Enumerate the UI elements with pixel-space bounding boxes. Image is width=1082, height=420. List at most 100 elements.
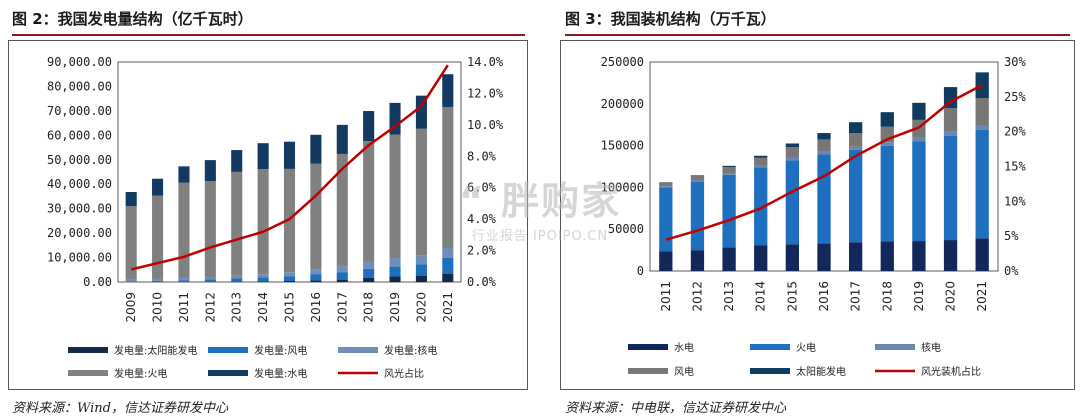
x-axis-tick-label: 2013 [722,281,736,312]
legend-label: 风光占比 [384,367,424,380]
y2-axis-tick-label: 12.0% [467,86,504,100]
ratio-line [130,64,449,271]
x-axis-tick-label: 2017 [335,292,349,323]
bar-segment-水电 [912,241,926,271]
bar-segment-火电 [754,167,768,246]
bar-segment-火电 [785,160,800,245]
bar-segment-风电 [817,139,831,152]
bar-segment-水电 [659,251,673,271]
bar-segment-水电 [690,250,705,271]
bar-segment-太阳能发电 [848,122,863,134]
bar-segment-发电量:水电 [389,102,401,135]
bar-segment-风电 [722,167,736,174]
bar-segment-水电 [848,242,863,271]
bar-segment-水电 [817,243,831,271]
y-axis-tick-label: 250000 [601,55,644,69]
bar-segment-水电 [880,241,894,271]
bar-segment-发电量:核电 [310,269,322,275]
y2-axis-tick-label: 20% [1004,125,1026,139]
bar-segment-发电量:太阳能发电 [257,281,269,282]
bar-segment-发电量:火电 [257,169,269,275]
bar-segment-发电量:火电 [125,205,137,280]
bar-segment-发电量:风电 [204,279,216,282]
y2-axis-tick-label: 0% [1004,264,1019,278]
bar-segment-火电 [880,145,894,242]
bar-segment-发电量:核电 [125,279,137,282]
bar-segment-风电 [785,147,800,158]
bar-segment-发电量:风电 [442,257,454,275]
bar-segment-发电量:火电 [389,134,401,259]
bar-segment-发电量:核电 [152,278,164,281]
y-axis-tick-label: 30,000.00 [47,202,112,216]
bar-segment-核电 [722,173,736,175]
legend-label: 太阳能发电 [796,365,846,378]
x-axis-tick-label: 2012 [690,281,704,312]
y-axis-tick-label: 100000 [601,180,644,194]
bar-segment-发电量:水电 [178,166,190,183]
bar-segment-核电 [690,180,705,182]
y2-axis-tick-label: 10% [1004,194,1026,208]
bar-segment-发电量:水电 [310,134,322,164]
legend-label: 发电量:火电 [114,367,167,380]
bar-segment-发电量:火电 [363,141,375,262]
y2-axis-tick-label: 15% [1004,160,1026,174]
bar-segment-太阳能发电 [785,143,800,148]
bar-segment-发电量:太阳能发电 [310,280,322,282]
bar-segment-发电量:火电 [152,195,164,279]
bar-segment-风电 [943,108,958,132]
bar-segment-发电量:风电 [415,264,427,276]
bar-segment-发电量:风电 [363,268,375,278]
bar-segment-发电量:风电 [231,278,243,282]
bar-segment-风电 [690,175,705,181]
bar-segment-发电量:风电 [310,274,322,281]
bar-segment-火电 [817,154,831,244]
bar-segment-发电量:核电 [178,278,190,281]
y-axis-tick-label: 0.00 [83,275,112,289]
y2-axis-tick-label: 8.0% [467,149,497,163]
bar-segment-发电量:火电 [283,168,296,273]
legend-label: 核电 [921,341,941,354]
bar-segment-火电 [943,135,958,241]
bar-segment-发电量:水电 [257,143,269,170]
bar-segment-发电量:太阳能发电 [415,275,427,282]
bar-segment-发电量:火电 [310,163,322,270]
legend-label: 发电量:太阳能发电 [114,344,197,357]
legend-label: 发电量:水电 [254,367,307,380]
bar-segment-核电 [975,125,989,130]
bar-segment-风电 [975,97,989,126]
bar-segment-发电量:太阳能发电 [363,277,375,282]
legend-swatch [628,344,668,350]
legend-label: 风电 [674,365,694,378]
y2-axis-tick-label: 0.0% [467,275,497,289]
x-axis-tick-label: 2016 [817,281,831,312]
x-axis-tick-label: 2021 [975,281,989,312]
bar-segment-发电量:水电 [204,160,216,182]
bar-segment-发电量:核电 [415,255,427,265]
legend-swatch [750,368,790,374]
x-axis-tick-label: 2009 [124,292,138,323]
bar-segment-发电量:太阳能发电 [442,274,454,282]
bar-segment-发电量:太阳能发电 [283,281,296,282]
left-title-underline [12,34,525,36]
y-axis-tick-label: 60,000.00 [47,128,112,142]
bar-segment-发电量:风电 [178,280,190,282]
x-axis-tick-label: 2020 [944,281,958,312]
y2-axis-tick-label: 2.0% [467,244,497,258]
bar-segment-发电量:水电 [336,124,348,154]
y2-axis-tick-label: 10.0% [467,118,504,132]
legend-swatch [875,344,915,350]
legend-swatch [68,370,108,376]
bar-segment-核电 [754,165,768,168]
x-axis-tick-label: 2014 [256,292,270,323]
left-source-note: 资料来源：Wind，信达证券研发中心 [12,401,228,416]
y2-axis-tick-label: 25% [1004,90,1026,104]
bar-segment-火电 [912,141,926,242]
x-axis-tick-label: 2021 [441,292,455,323]
bar-segment-发电量:核电 [442,248,454,258]
x-axis-tick-label: 2018 [880,281,894,312]
bar-segment-核电 [943,131,958,136]
bar-segment-发电量:核电 [363,261,375,269]
legend-label: 发电量:风电 [254,344,307,357]
x-axis-tick-label: 2014 [754,281,768,312]
bar-segment-核电 [785,157,800,161]
